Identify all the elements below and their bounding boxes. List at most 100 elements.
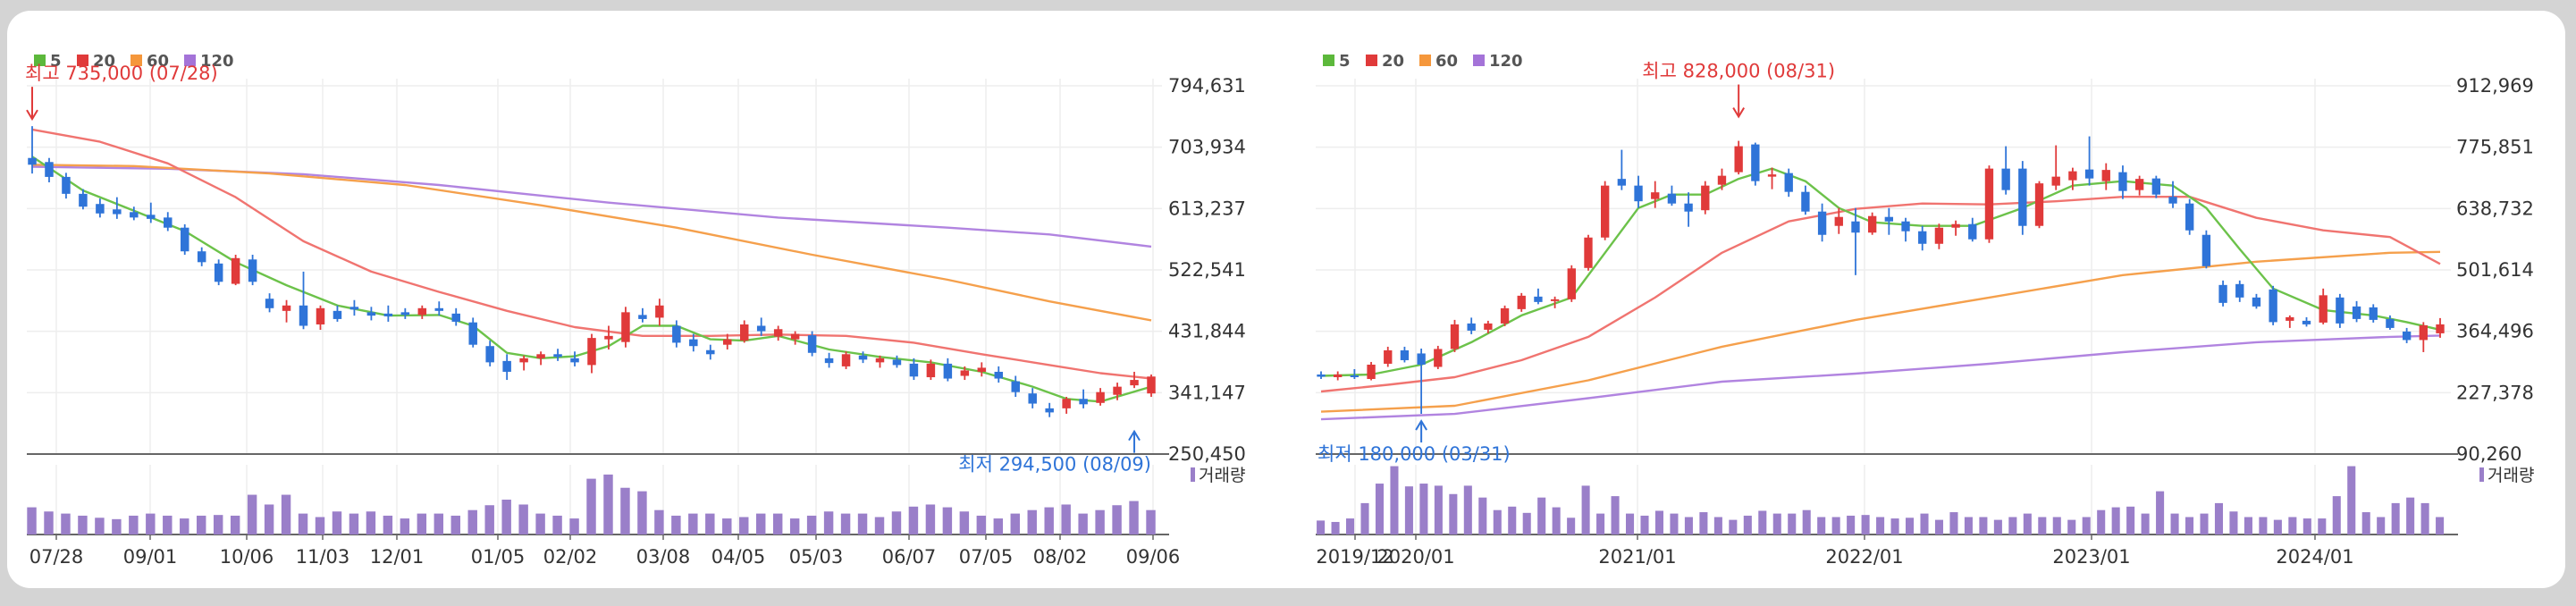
candle-body xyxy=(587,338,596,366)
candle-body xyxy=(451,313,460,322)
volume-bar xyxy=(789,518,800,534)
candle-body xyxy=(1517,295,1526,309)
candle xyxy=(790,331,800,345)
volume-bar xyxy=(2288,517,2297,534)
candle xyxy=(2252,293,2261,309)
volume-bar xyxy=(484,505,494,534)
candle xyxy=(1567,265,1576,302)
candle xyxy=(1450,319,1460,352)
candle-body xyxy=(2336,297,2344,324)
volume-bar xyxy=(1743,515,1752,534)
candle xyxy=(2352,300,2361,323)
candle xyxy=(1934,223,1944,249)
low-annotation: 최저 180,000 (03/31) xyxy=(1317,419,1511,465)
candle xyxy=(638,307,647,323)
candle-body xyxy=(349,307,359,310)
volume-bar xyxy=(1317,520,1326,534)
candle-body xyxy=(2151,178,2160,195)
volume-bar xyxy=(129,515,139,534)
volume-bar xyxy=(620,487,630,534)
volume-bar xyxy=(1375,484,1385,534)
legend: 5 20 60 120 xyxy=(34,52,234,71)
candle xyxy=(231,254,240,286)
y-tick-label: 341,147 xyxy=(1168,382,1246,403)
candle-body xyxy=(434,307,444,311)
candle-body xyxy=(2218,284,2227,303)
volume-bar xyxy=(739,517,749,534)
candle xyxy=(62,173,71,199)
candle-body xyxy=(1400,349,1410,360)
volume-bar xyxy=(2200,513,2209,534)
candle xyxy=(197,247,206,266)
candle-body xyxy=(1317,374,1326,377)
candle xyxy=(807,331,817,357)
volume-bar xyxy=(213,515,223,534)
low-annotation: 최저 294,500 (08/09) xyxy=(958,429,1151,476)
volume-bar xyxy=(705,513,715,534)
candle-body xyxy=(2101,170,2110,181)
volume-bar xyxy=(2391,502,2400,534)
volume-bar xyxy=(281,494,291,534)
y-tick-label: 250,450 xyxy=(1168,443,1246,465)
volume-bar xyxy=(1861,515,1870,534)
volume-bar xyxy=(1949,512,1958,534)
y-tick-label: 364,496 xyxy=(2456,321,2534,342)
volume-bar xyxy=(1463,485,1472,534)
x-tick-label: 2019/12 xyxy=(1316,546,1393,568)
y-tick-label: 775,851 xyxy=(2456,137,2534,158)
volume-bar xyxy=(2097,509,2106,534)
volume-bar xyxy=(2156,491,2165,534)
ma120-line xyxy=(1320,334,2441,421)
volume-bar xyxy=(1419,484,1428,534)
candle xyxy=(2118,165,2127,199)
volume-bar xyxy=(823,511,834,534)
candle-body xyxy=(147,215,156,219)
candle-body xyxy=(417,307,427,316)
volume-bar xyxy=(2436,517,2445,534)
candle-body xyxy=(197,251,206,263)
candle-body xyxy=(824,358,834,364)
volume-bar xyxy=(467,509,477,534)
candle-body xyxy=(892,359,902,366)
candle xyxy=(773,325,783,341)
volume-bar xyxy=(2067,519,2076,534)
volume-bar xyxy=(1788,513,1797,534)
volume-bars xyxy=(27,474,1156,534)
volume-bar xyxy=(1847,515,1856,534)
y-tick-label: 794,631 xyxy=(1168,75,1246,97)
x-tick-label: 07/05 xyxy=(959,546,1014,568)
x-tick-label: 11/03 xyxy=(296,546,350,568)
candle xyxy=(1901,217,1910,242)
volume-bar xyxy=(2302,518,2311,534)
volume-bars xyxy=(1317,466,2445,534)
candle xyxy=(2218,280,2227,307)
volume-bar xyxy=(95,518,105,534)
candle xyxy=(960,366,970,381)
candle xyxy=(1867,212,1877,235)
candle-body xyxy=(1584,237,1593,268)
candle-body xyxy=(570,358,579,363)
candle-body xyxy=(1717,175,1727,185)
volume-bar xyxy=(1802,509,1811,534)
candle-body xyxy=(1028,393,1037,404)
long-term-candle-chart: 5 20 60 120 912,969 775,851 638,732 501,614 364,… xyxy=(1316,52,2534,568)
candle-body xyxy=(1984,168,1994,240)
candle-body xyxy=(485,346,494,363)
candle xyxy=(1500,305,1510,326)
volume-bar xyxy=(1729,519,1738,534)
candle-body xyxy=(2302,320,2311,324)
volume-bar xyxy=(2170,513,2179,534)
x-tick-label: 2024/01 xyxy=(2276,546,2353,568)
candle xyxy=(2185,198,2194,235)
low-arrow-head xyxy=(1128,429,1141,442)
candle xyxy=(2034,181,2044,229)
x-tick-label: 07/28 xyxy=(29,546,84,568)
candle xyxy=(1667,185,1677,206)
candle xyxy=(147,202,156,223)
volume-bar xyxy=(78,515,88,534)
candle-body xyxy=(2386,318,2395,328)
candle-body xyxy=(45,162,54,177)
x-tick-label: 09/01 xyxy=(123,546,178,568)
volume-bar xyxy=(603,474,613,534)
